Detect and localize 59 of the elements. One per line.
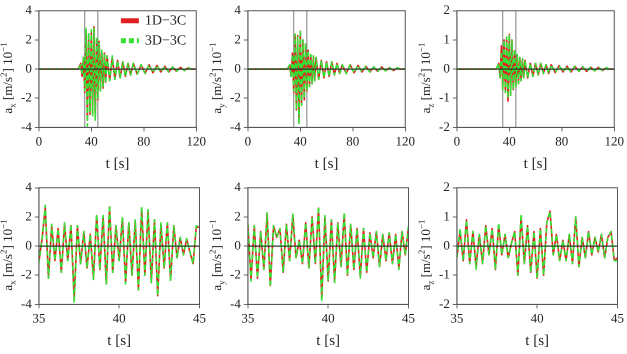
y-tick-label: 1: [443, 208, 450, 224]
x-tick-label: 35: [32, 310, 46, 326]
x-tick-label: 80: [346, 134, 360, 149]
x-tick-label: 40: [502, 134, 516, 149]
y-tick-label: 4: [234, 179, 242, 194]
y-tick-label: -1: [438, 266, 450, 282]
y-tick-label: 0: [443, 60, 450, 76]
y-tick-label: 2: [234, 31, 241, 46]
y-tick-label: 4: [25, 179, 32, 194]
y-tick-label: 2: [443, 2, 450, 18]
y-tick-label: -4: [20, 118, 32, 134]
x-tick-label: 40: [294, 134, 307, 149]
x-tick-label: 120: [186, 134, 206, 149]
x-tick-label: 0: [36, 134, 42, 149]
y-tick-label: -2: [230, 90, 241, 105]
x-tick-label: 120: [396, 134, 415, 149]
x-axis-title: t [s]: [314, 156, 338, 172]
x-tick-label: 35: [450, 310, 464, 326]
x-axis-title: t [s]: [524, 156, 548, 172]
legend-label: 3D−3C: [144, 33, 186, 48]
y-tick-label: 4: [25, 2, 32, 18]
y-tick-label: 2: [443, 179, 450, 194]
y-tick-label: 0: [234, 60, 241, 76]
y-tick-label: -4: [230, 296, 242, 311]
y-tick-label: 2: [25, 31, 32, 46]
x-tick-label: 40: [530, 310, 544, 326]
x-tick-label: 120: [604, 134, 624, 149]
y-tick-label: 2: [234, 208, 241, 224]
y-tick-label: -2: [20, 90, 32, 105]
y-tick-label: -4: [230, 118, 242, 134]
x-tick-label: 40: [112, 310, 126, 326]
x-tick-label: 80: [137, 134, 150, 149]
x-axis-title: t [s]: [106, 156, 130, 172]
y-tick-label: -4: [20, 296, 32, 311]
x-tick-label: 45: [611, 310, 624, 326]
x-tick-label: 45: [193, 310, 206, 326]
legend-label: 1D−3C: [144, 13, 186, 28]
y-tick-label: 0: [25, 238, 32, 253]
x-axis-title: t [s]: [525, 332, 550, 349]
y-tick-label: -2: [438, 296, 450, 311]
x-tick-label: 40: [322, 310, 335, 326]
x-tick-label: 0: [244, 134, 252, 149]
x-axis-title: t [s]: [107, 332, 132, 349]
x-tick-label: 0: [454, 134, 460, 149]
y-tick-label: 0: [443, 238, 450, 253]
y-tick-label: -2: [438, 118, 450, 134]
y-tick-label: 1: [443, 31, 450, 46]
y-tick-label: -2: [230, 266, 241, 282]
x-axis-title: t [s]: [316, 332, 340, 349]
x-tick-label: 40: [84, 134, 98, 149]
y-tick-label: 4: [234, 2, 242, 18]
y-tick-label: 2: [25, 208, 32, 224]
y-tick-label: 0: [234, 238, 241, 253]
x-tick-label: 80: [555, 134, 568, 149]
x-tick-label: 45: [402, 310, 415, 326]
y-tick-label: -2: [20, 266, 32, 282]
x-tick-label: 35: [241, 310, 254, 326]
y-tick-label: 0: [25, 60, 32, 76]
y-tick-label: -1: [438, 90, 450, 105]
